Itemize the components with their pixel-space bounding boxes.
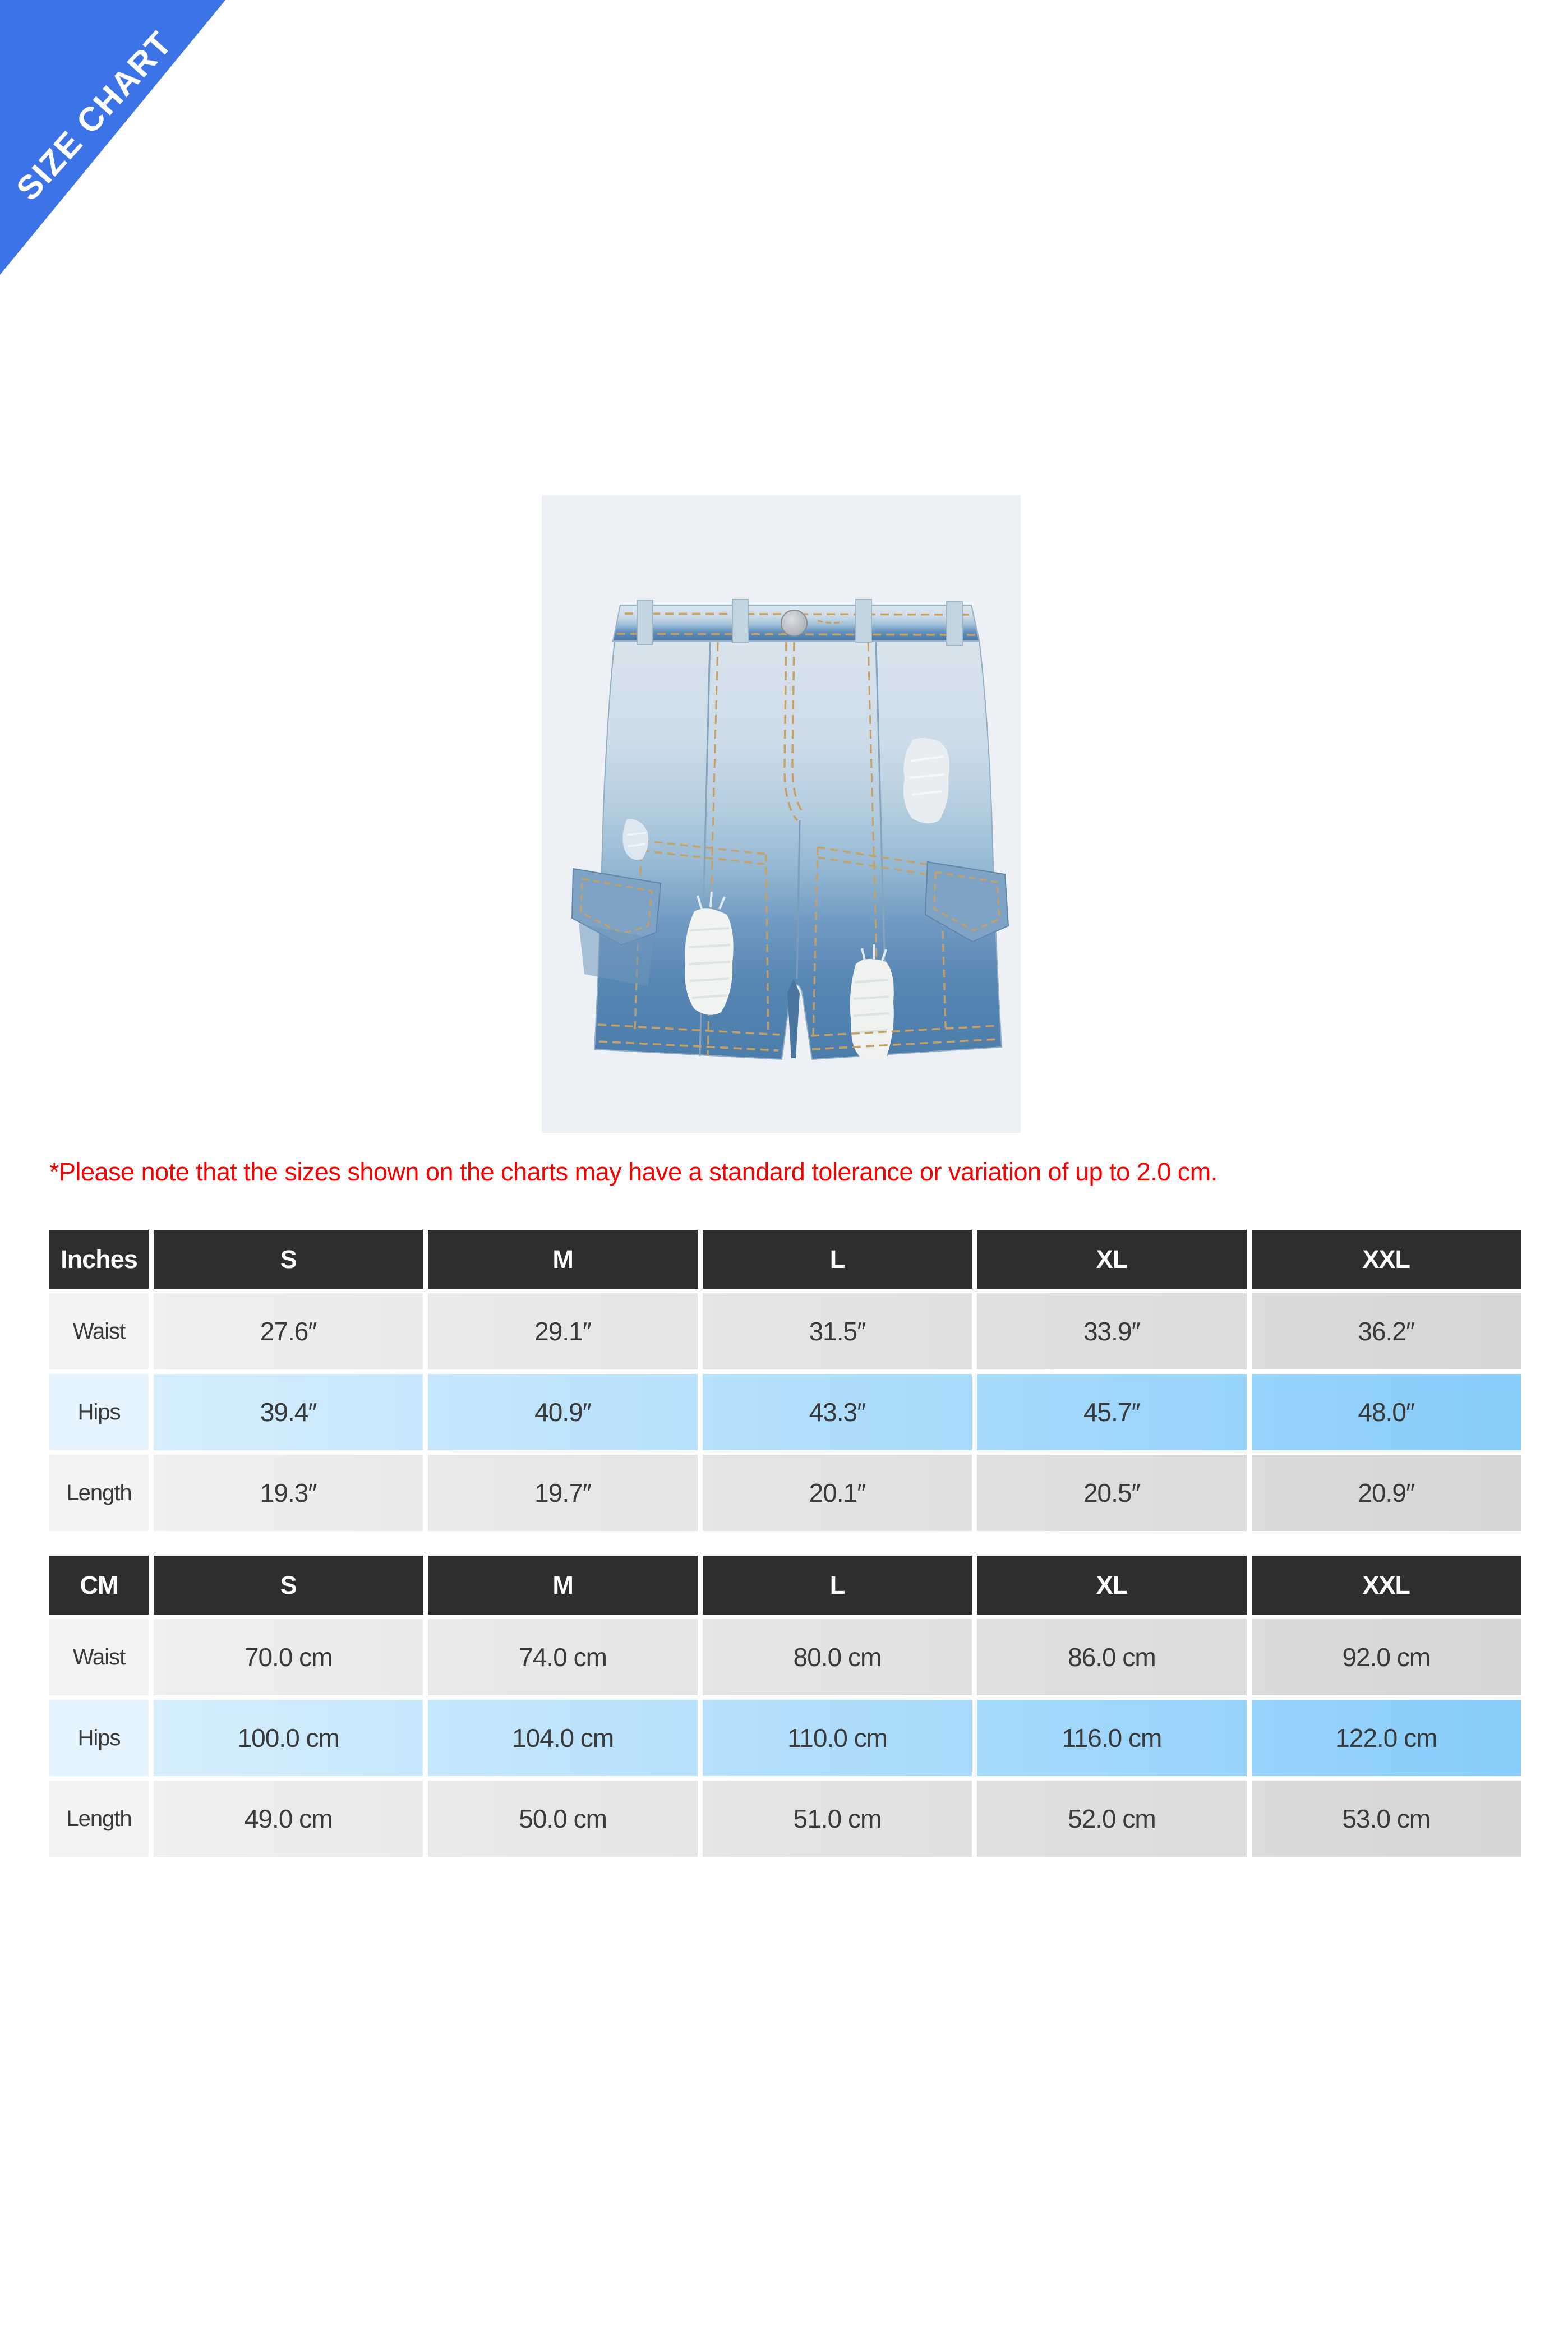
cell-hips-s: 39.4″ xyxy=(154,1374,423,1450)
hem-stitching xyxy=(597,1023,999,1052)
cargo-flap-right xyxy=(924,861,1009,943)
cell-length-xxl: 53.0 cm xyxy=(1251,1781,1521,1857)
cell-hips-xl: 45.7″ xyxy=(977,1374,1247,1450)
column-header-xl: XL xyxy=(977,1230,1247,1289)
product-photo xyxy=(542,495,1021,1133)
center-seam xyxy=(796,820,801,979)
cell-hips-xxl: 48.0″ xyxy=(1251,1374,1521,1450)
row-label-hips: Hips xyxy=(49,1374,149,1450)
column-header-s: S xyxy=(154,1556,423,1615)
cell-hips-xl: 116.0 cm xyxy=(977,1700,1247,1776)
cell-waist-m: 74.0 cm xyxy=(428,1619,698,1695)
unit-header-inches: Inches xyxy=(49,1230,149,1289)
cell-length-l: 51.0 cm xyxy=(702,1781,972,1857)
denim-shorts-image xyxy=(571,599,1009,1061)
cell-hips-m: 104.0 cm xyxy=(428,1700,698,1776)
cell-waist-xxl: 36.2″ xyxy=(1251,1293,1521,1369)
unit-header-cm: CM xyxy=(49,1556,149,1615)
cell-hips-l: 110.0 cm xyxy=(702,1700,972,1776)
tolerance-note: *Please note that the sizes shown on the… xyxy=(49,1157,1217,1186)
cell-length-xl: 52.0 cm xyxy=(977,1781,1247,1857)
shorts-body xyxy=(593,605,1003,1060)
distress-patches xyxy=(622,737,950,1061)
size-table-cm: CM S M L XL XXL Waist 70.0 cm 74.0 cm 80.0 cm 86.0… xyxy=(49,1556,1521,1857)
row-label-waist: Waist xyxy=(49,1619,149,1695)
cell-waist-xl: 86.0 cm xyxy=(977,1619,1247,1695)
cell-waist-s: 70.0 cm xyxy=(154,1619,423,1695)
cell-length-m: 19.7″ xyxy=(428,1455,698,1531)
cell-length-s: 49.0 cm xyxy=(154,1781,423,1857)
column-header-m: M xyxy=(428,1556,698,1615)
column-header-xxl: XXL xyxy=(1251,1556,1521,1615)
size-chart-ribbon: SIZE CHART xyxy=(0,0,225,275)
column-header-m: M xyxy=(428,1230,698,1289)
cell-hips-l: 43.3″ xyxy=(702,1374,972,1450)
size-table-inches: Inches S M L XL XXL Waist 27.6″ 29.1″ 31.5″ 33.9″ 3… xyxy=(49,1230,1521,1531)
cell-waist-xl: 33.9″ xyxy=(977,1293,1247,1369)
row-label-hips: Hips xyxy=(49,1700,149,1776)
waist-button xyxy=(781,610,844,637)
cargo-flap-left xyxy=(571,868,662,986)
cell-waist-l: 31.5″ xyxy=(702,1293,972,1369)
belt-loops xyxy=(637,599,963,646)
cell-length-xl: 20.5″ xyxy=(977,1455,1247,1531)
row-label-length: Length xyxy=(49,1455,149,1531)
cell-length-s: 19.3″ xyxy=(154,1455,423,1531)
cell-hips-m: 40.9″ xyxy=(428,1374,698,1450)
cell-length-xxl: 20.9″ xyxy=(1251,1455,1521,1531)
cell-hips-xxl: 122.0 cm xyxy=(1251,1700,1521,1776)
cell-length-m: 50.0 cm xyxy=(428,1781,698,1857)
column-header-xl: XL xyxy=(977,1556,1247,1615)
column-header-l: L xyxy=(702,1556,972,1615)
cell-waist-l: 80.0 cm xyxy=(702,1619,972,1695)
cell-waist-m: 29.1″ xyxy=(428,1293,698,1369)
ribbon-label: SIZE CHART xyxy=(8,24,180,208)
fly-stitching xyxy=(783,642,804,822)
column-header-l: L xyxy=(702,1230,972,1289)
cell-length-l: 20.1″ xyxy=(702,1455,972,1531)
cell-hips-s: 100.0 cm xyxy=(154,1700,423,1776)
row-label-length: Length xyxy=(49,1781,149,1857)
column-header-xxl: XXL xyxy=(1251,1230,1521,1289)
row-label-waist: Waist xyxy=(49,1293,149,1369)
cell-waist-s: 27.6″ xyxy=(154,1293,423,1369)
column-header-s: S xyxy=(154,1230,423,1289)
cell-waist-xxl: 92.0 cm xyxy=(1251,1619,1521,1695)
size-tables: Inches S M L XL XXL Waist 27.6″ 29.1″ 31.5″ 33.9″ 3… xyxy=(49,1230,1521,1857)
